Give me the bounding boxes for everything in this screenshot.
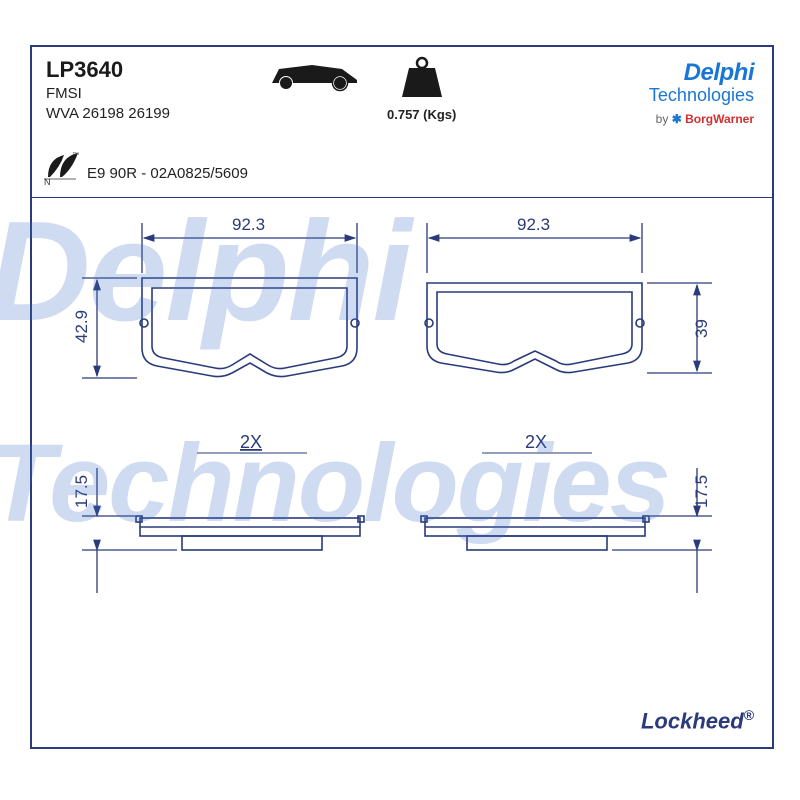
footer-brand: Lockheed® [641, 707, 754, 734]
car-icon [257, 55, 367, 100]
wva-codes: WVA 26198 26199 [46, 105, 170, 122]
technical-diagram: 92.3 92.3 42.9 [32, 198, 772, 746]
brand-name: Delphi [649, 59, 754, 87]
dim-width-right: 92.3 [517, 215, 550, 234]
cert-code: E9 90R - 02A0825/5609 [87, 165, 248, 182]
qty-left: 2X [240, 432, 262, 452]
pad-right-front [425, 283, 644, 373]
dim-height-right: 39 [692, 319, 711, 338]
drawing-frame: LP3640 FMSI WVA 26198 26199 0.757 (Kgs) … [30, 45, 774, 749]
dim-side-left: 17.5 [72, 475, 91, 508]
weight-value: 0.757 (Kgs) [387, 107, 456, 122]
dim-height-left: 42.9 [72, 310, 91, 343]
brand-byline: by ✱ BorgWarner [649, 112, 754, 126]
brand-subtitle: Technologies [649, 85, 754, 106]
svg-text:N: N [44, 177, 51, 187]
dim-side-right: 17.5 [692, 475, 711, 508]
fmsi-label: FMSI [46, 85, 82, 102]
leaf-icon: N ™ [40, 147, 82, 194]
part-number: LP3640 [46, 57, 123, 83]
pad-left-side [136, 516, 364, 550]
svg-text:™: ™ [72, 152, 79, 159]
pad-right-side [421, 516, 649, 550]
qty-right: 2X [525, 432, 547, 452]
brand-block: Delphi Technologies by ✱ BorgWarner [649, 59, 754, 126]
header-block: LP3640 FMSI WVA 26198 26199 0.757 (Kgs) … [32, 47, 772, 198]
weight-icon: 0.757 (Kgs) [387, 55, 456, 122]
pad-left-front [140, 278, 359, 377]
dim-width-left: 92.3 [232, 215, 265, 234]
